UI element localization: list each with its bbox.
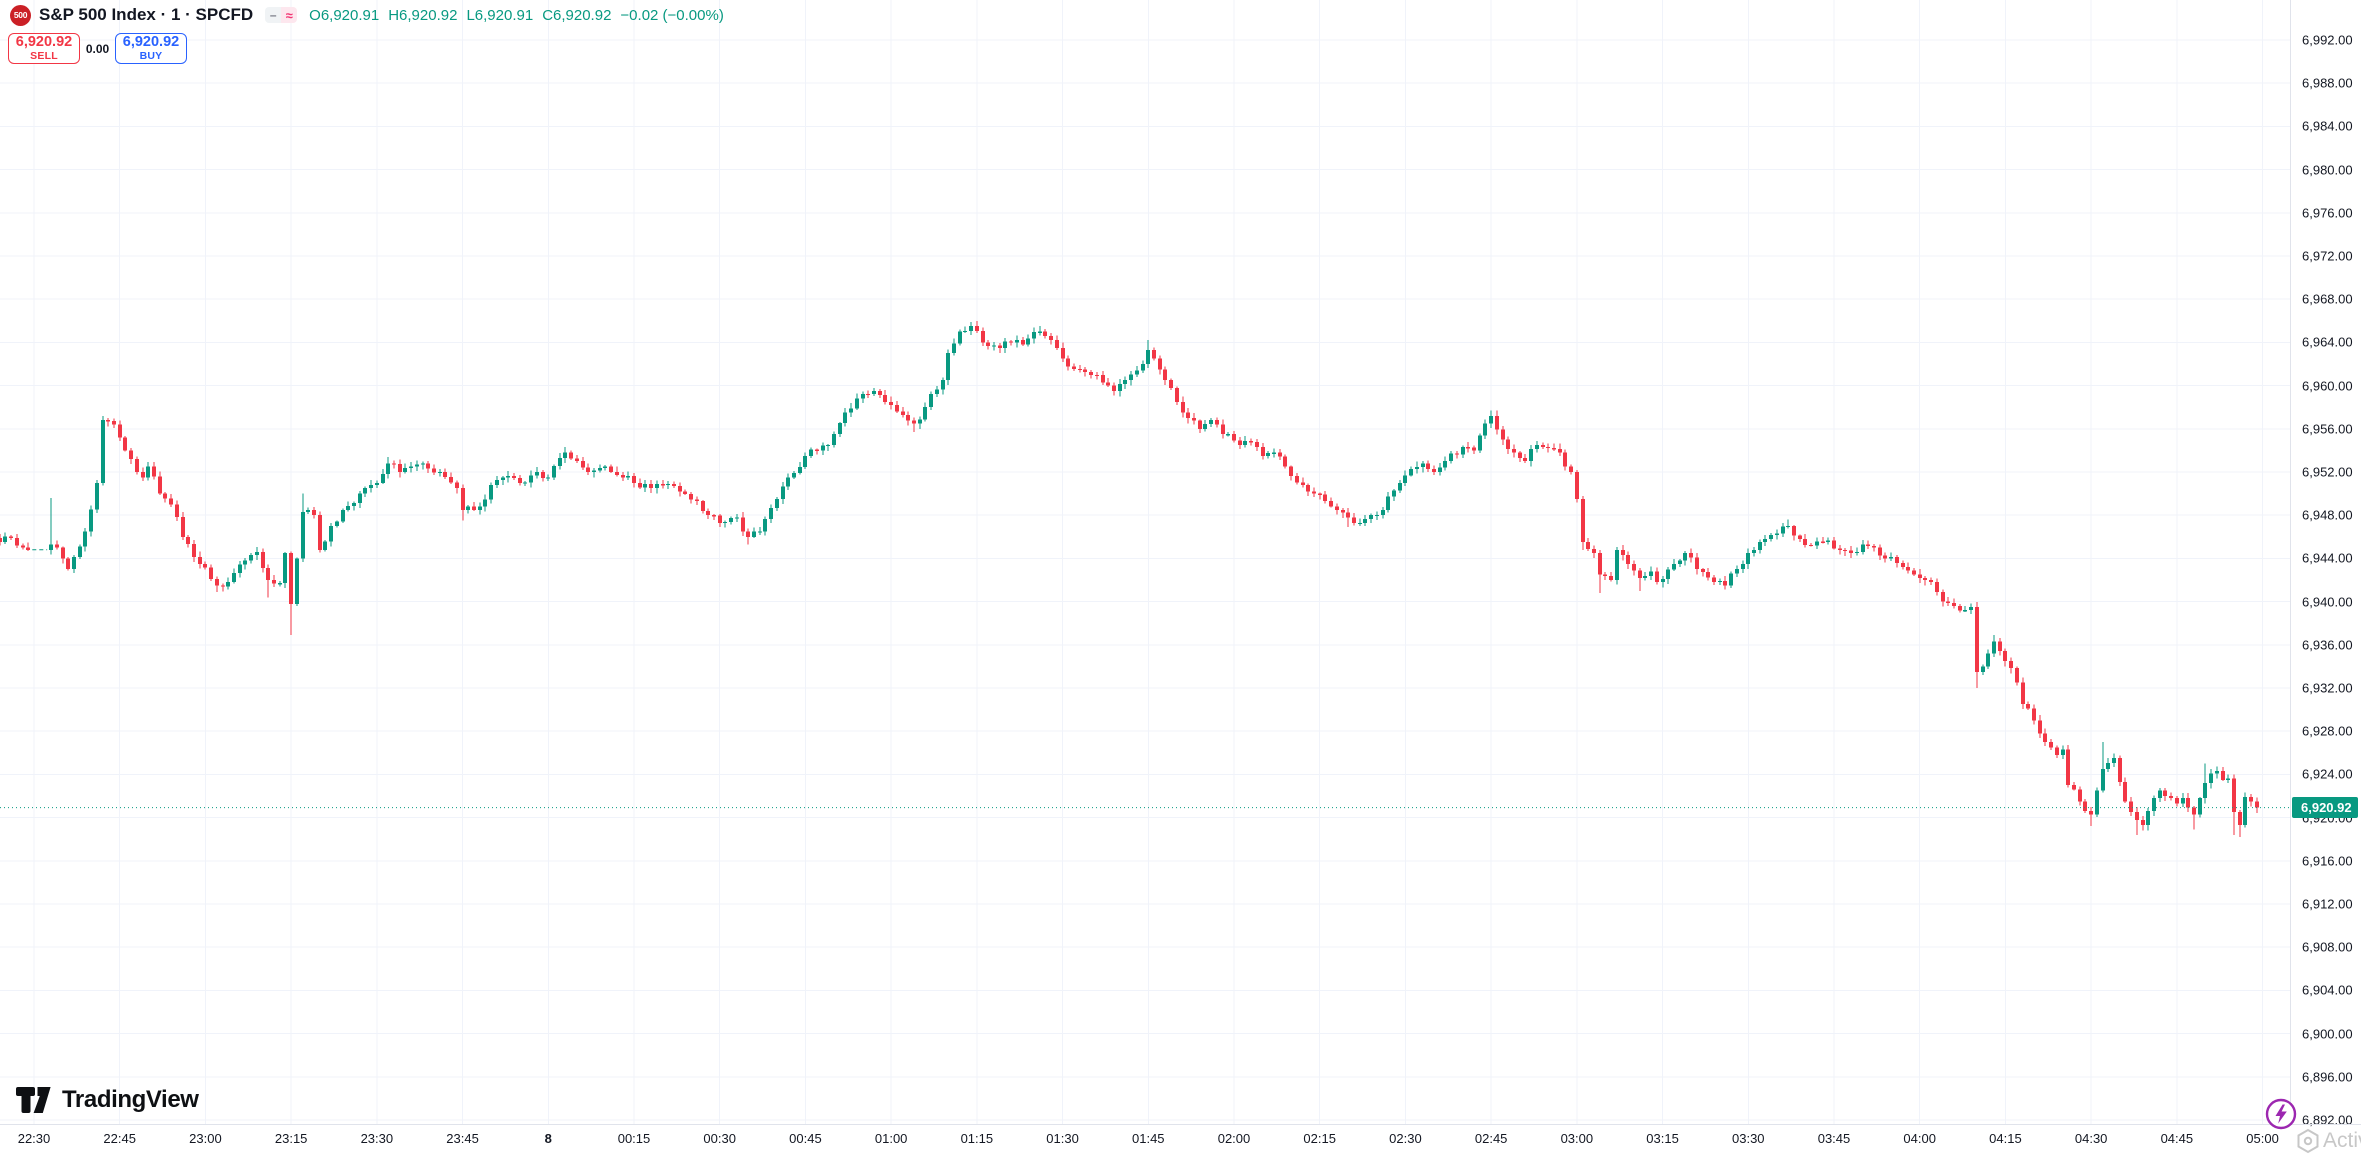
price-axis-label: 6,928.00 [2302,723,2353,739]
time-axis-label: 23:45 [446,1131,479,1146]
time-axis-label: 8 [544,1131,552,1146]
buy-button[interactable]: 6,920.92 BUY [115,33,187,64]
time-axis-label: 04:15 [1989,1131,2022,1146]
price-axis-label: 6,948.00 [2302,507,2353,523]
sell-label: SELL [30,49,58,62]
time-axis-label: 23:30 [360,1131,394,1146]
price-axis-label: 6,904.00 [2302,982,2353,998]
time-axis-label: 03:45 [1817,1131,1851,1146]
price-axis-label: 6,912.00 [2302,896,2353,912]
approx-badge-icon[interactable]: ≈ [281,7,298,23]
sell-price: 6,920.92 [15,34,73,51]
time-axis-label: 22:30 [17,1131,51,1146]
time-axis-label: 03:15 [1646,1131,1679,1146]
ohlc-low: L6,920.91 [466,6,534,24]
sp500-logo-icon: 500 [10,4,31,26]
time-axis-label: 05:00 [2246,1131,2279,1146]
ohlc-readout: O6,920.91 H6,920.92 L6,920.91 C6,920.92 … [309,7,724,24]
buy-label: BUY [139,49,163,62]
ohlc-open: O6,920.91 [309,6,380,24]
trade-panel: 6,920.92 SELL 0.00 6,920.92 BUY [8,33,187,64]
ohlc-change: −0.02 (−0.00%) [620,6,724,24]
last-price-tag: 6,920.92 [2292,797,2358,819]
time-axis-label: 01:00 [874,1131,908,1146]
price-axis-label: 6,968.00 [2302,291,2353,307]
time-axis-label: 00:15 [617,1131,651,1146]
spread-value: 0.00 [85,41,110,56]
time-axis-label: 04:30 [2074,1131,2108,1146]
time-axis-label: 01:15 [960,1131,994,1146]
price-axis-label: 6,988.00 [2302,75,2353,91]
symbol-header: 500 S&P 500 Index · 1 · SPCFD – ≈ O6,920… [10,3,724,27]
buy-price: 6,920.92 [122,34,180,51]
time-axis-label: 01:45 [1132,1131,1165,1146]
symbol-title[interactable]: S&P 500 Index · 1 · SPCFD [39,5,254,24]
price-axis-label: 6,900.00 [2302,1026,2353,1042]
price-axis-label: 6,916.00 [2302,853,2353,869]
price-axis-label: 6,924.00 [2302,766,2353,782]
price-axis-label: 6,964.00 [2302,334,2353,350]
gear-hexagon-icon [2297,1128,2319,1154]
ohlc-high: H6,920.92 [388,6,458,24]
price-axis-label: 6,972.00 [2302,248,2353,264]
price-axis-label: 6,952.00 [2302,464,2353,480]
activate-watermark-text: Activ [2323,1129,2361,1152]
time-axis-separator [0,1124,2361,1125]
price-axis-label: 6,960.00 [2302,378,2353,394]
price-axis-label: 6,936.00 [2302,637,2353,653]
price-axis-label: 6,984.00 [2302,118,2353,134]
boost-button[interactable] [2264,1097,2298,1136]
ohlc-close: C6,920.92 [542,6,612,24]
activate-watermark-fragment: Activ [2295,1128,2361,1154]
price-axis-label: 6,932.00 [2302,680,2353,696]
tradingview-watermark: TradingView [16,1086,199,1114]
price-axis-label: 6,908.00 [2302,939,2353,955]
price-axis-label: 6,892.00 [2302,1112,2353,1128]
time-axis-label: 22:45 [103,1131,136,1146]
time-axis-label: 03:30 [1732,1131,1765,1146]
price-axis-label: 6,956.00 [2302,421,2353,437]
sell-button[interactable]: 6,920.92 SELL [8,33,80,64]
dash-badge-icon[interactable]: – [265,7,282,23]
time-axis-label: 04:45 [2160,1131,2194,1146]
time-axis-label: 01:30 [1046,1131,1079,1146]
price-axis-separator [2290,0,2291,1124]
time-axis-label: 02:00 [1217,1131,1251,1146]
time-axis-label: 04:00 [1903,1131,1936,1146]
lightning-icon [2265,1098,2297,1130]
tradingview-watermark-text: TradingView [62,1086,199,1113]
price-axis-label: 6,944.00 [2302,550,2353,566]
time-axis-label: 00:30 [703,1131,736,1146]
price-axis-label: 6,976.00 [2302,205,2353,221]
time-axis-label: 23:15 [274,1131,308,1146]
time-axis-label: 02:15 [1303,1131,1336,1146]
price-axis-label: 6,992.00 [2302,32,2353,48]
time-axis-label: 00:45 [789,1131,822,1146]
price-axis-label: 6,940.00 [2302,594,2353,610]
time-axis-label: 02:30 [1389,1131,1422,1146]
time-axis-label: 23:00 [189,1131,222,1146]
price-axis-label: 6,896.00 [2302,1069,2353,1085]
time-axis-label: 02:45 [1474,1131,1508,1146]
tradingview-mark-icon [16,1087,51,1113]
time-axis-label: 03:00 [1560,1131,1594,1146]
price-axis-label: 6,980.00 [2302,162,2353,178]
